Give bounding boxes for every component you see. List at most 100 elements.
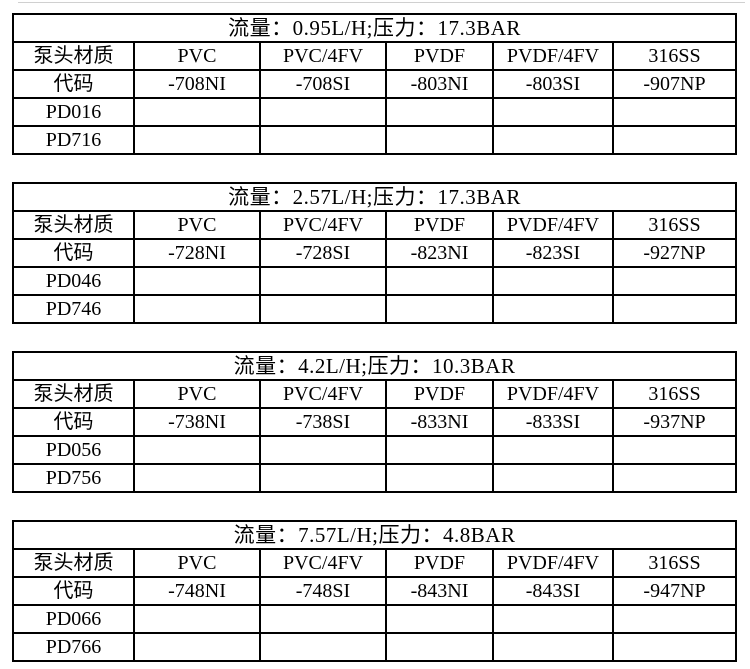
- column-header-material: 泵头材质: [12, 379, 135, 409]
- empty-cell: [133, 604, 261, 634]
- model-row: PD066: [12, 604, 738, 634]
- code-cell: -937NP: [611, 407, 738, 437]
- empty-cell: [259, 435, 387, 465]
- table-title: 流量：2.57L/H;压力：17.3BAR: [12, 182, 737, 212]
- column-header: PVC/4FV: [259, 41, 387, 71]
- empty-cell: [612, 294, 737, 324]
- table-title: 流量：4.2L/H;压力：10.3BAR: [11, 351, 738, 381]
- column-header: PVC: [133, 379, 261, 409]
- table-title-row: 流量：2.57L/H;压力：17.3BAR: [12, 182, 737, 212]
- column-header: PVDF/4FV: [492, 548, 614, 578]
- column-header: 316SS: [611, 548, 738, 578]
- column-header: PVC: [133, 210, 261, 240]
- empty-cell: [133, 125, 261, 155]
- empty-cell: [133, 632, 261, 662]
- table-header-row: 泵头材质 PVC PVC/4FV PVDF PVDF/4FV 316SS: [12, 379, 738, 409]
- empty-cell: [259, 604, 387, 634]
- code-row: 代码 -708NI -708SI -803NI -803SI -907NP: [12, 69, 737, 99]
- empty-cell: [612, 97, 737, 127]
- code-cell: -738SI: [259, 407, 387, 437]
- column-header: PVDF/4FV: [492, 41, 614, 71]
- code-row-label: 代码: [12, 69, 135, 99]
- code-cell: -708SI: [259, 69, 387, 99]
- empty-cell: [611, 435, 738, 465]
- empty-cell: [385, 435, 494, 465]
- empty-cell: [492, 266, 614, 296]
- model-cell: PD746: [12, 294, 135, 324]
- empty-cell: [492, 632, 614, 662]
- empty-cell: [385, 125, 494, 155]
- empty-cell: [611, 632, 738, 662]
- model-row: PD016: [12, 97, 737, 127]
- column-header: PVDF: [385, 379, 494, 409]
- pump-spec-table-2: 流量：2.57L/H;压力：17.3BAR 泵头材质 PVC PVC/4FV P…: [12, 182, 737, 324]
- model-cell: PD066: [12, 604, 135, 634]
- code-cell: -843NI: [385, 576, 494, 606]
- column-header: 316SS: [612, 41, 737, 71]
- code-cell: -748SI: [259, 576, 387, 606]
- table-title: 流量：7.57L/H;压力：4.8BAR: [11, 520, 738, 550]
- pump-spec-table-3: 流量：4.2L/H;压力：10.3BAR 泵头材质 PVC PVC/4FV PV…: [11, 351, 738, 493]
- pump-spec-table-4: 流量：7.57L/H;压力：4.8BAR 泵头材质 PVC PVC/4FV PV…: [11, 520, 738, 662]
- empty-cell: [385, 266, 494, 296]
- column-header-material: 泵头材质: [12, 41, 135, 71]
- code-cell: -803NI: [385, 69, 494, 99]
- empty-cell: [259, 125, 387, 155]
- empty-cell: [259, 97, 387, 127]
- empty-cell: [612, 266, 737, 296]
- code-cell: -823NI: [385, 238, 494, 268]
- empty-cell: [259, 266, 387, 296]
- empty-cell: [259, 294, 387, 324]
- model-cell: PD716: [12, 125, 135, 155]
- model-row: PD056: [12, 435, 738, 465]
- empty-cell: [385, 604, 494, 634]
- page-divider-line: [18, 2, 745, 3]
- model-row: PD756: [12, 463, 738, 493]
- column-header: PVC: [133, 41, 261, 71]
- model-cell: PD056: [12, 435, 135, 465]
- column-header: PVC/4FV: [259, 379, 387, 409]
- code-cell: -803SI: [492, 69, 614, 99]
- empty-cell: [133, 97, 261, 127]
- model-cell: PD016: [12, 97, 135, 127]
- empty-cell: [133, 266, 261, 296]
- code-cell: -947NP: [611, 576, 738, 606]
- model-cell: PD046: [12, 266, 135, 296]
- model-row: PD766: [12, 632, 738, 662]
- empty-cell: [492, 604, 614, 634]
- column-header: PVDF: [385, 41, 494, 71]
- empty-cell: [611, 463, 738, 493]
- model-cell: PD756: [12, 463, 135, 493]
- code-row-label: 代码: [12, 238, 135, 268]
- code-cell: -728SI: [259, 238, 387, 268]
- empty-cell: [259, 632, 387, 662]
- table-header-row: 泵头材质 PVC PVC/4FV PVDF PVDF/4FV 316SS: [12, 41, 737, 71]
- table-title-row: 流量：0.95L/H;压力：17.3BAR: [12, 13, 737, 43]
- empty-cell: [259, 463, 387, 493]
- code-cell: -833SI: [492, 407, 614, 437]
- code-cell: -823SI: [492, 238, 614, 268]
- empty-cell: [133, 435, 261, 465]
- table-header-row: 泵头材质 PVC PVC/4FV PVDF PVDF/4FV 316SS: [12, 210, 737, 240]
- code-row: 代码 -738NI -738SI -833NI -833SI -937NP: [12, 407, 738, 437]
- code-row-label: 代码: [12, 407, 135, 437]
- table-title: 流量：0.95L/H;压力：17.3BAR: [12, 13, 737, 43]
- empty-cell: [385, 97, 494, 127]
- column-header-material: 泵头材质: [12, 210, 135, 240]
- column-header: PVC/4FV: [259, 210, 387, 240]
- column-header-material: 泵头材质: [12, 548, 135, 578]
- empty-cell: [492, 435, 614, 465]
- empty-cell: [612, 125, 737, 155]
- code-cell: -748NI: [133, 576, 261, 606]
- column-header: PVDF: [385, 210, 494, 240]
- empty-cell: [492, 463, 614, 493]
- code-cell: -728NI: [133, 238, 261, 268]
- empty-cell: [611, 604, 738, 634]
- code-cell: -927NP: [612, 238, 737, 268]
- empty-cell: [492, 294, 614, 324]
- code-cell: -708NI: [133, 69, 261, 99]
- empty-cell: [385, 294, 494, 324]
- empty-cell: [133, 463, 261, 493]
- code-cell: -833NI: [385, 407, 494, 437]
- table-title-row: 流量：4.2L/H;压力：10.3BAR: [11, 351, 738, 381]
